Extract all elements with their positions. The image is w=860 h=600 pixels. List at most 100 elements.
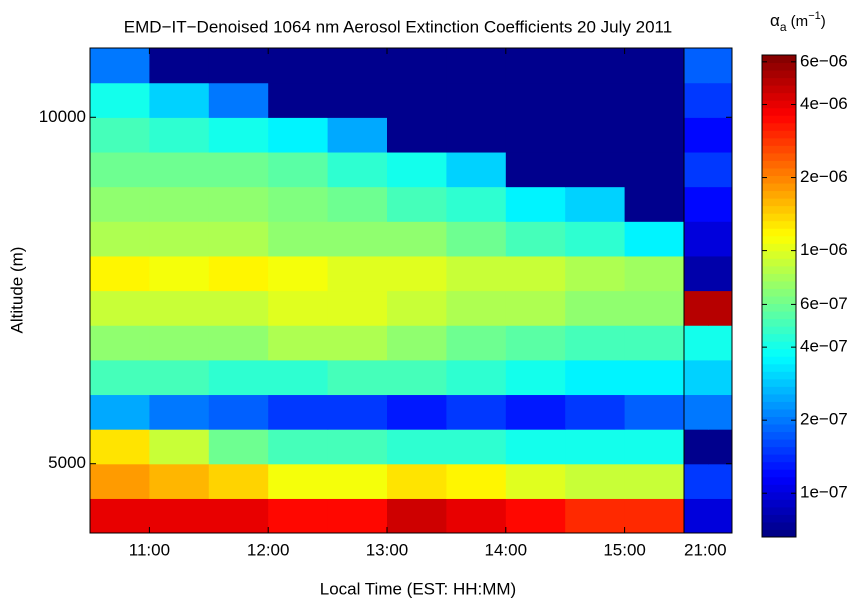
heatmap-cell <box>565 498 626 533</box>
heatmap-cell <box>708 255 732 292</box>
colorbar-swatch <box>762 469 796 478</box>
heatmap-cell <box>149 359 210 396</box>
panel <box>684 48 732 533</box>
heatmap-cell <box>446 186 507 222</box>
heatmap-cell <box>208 82 269 118</box>
heatmap-cell <box>505 394 566 430</box>
colorbar-swatch <box>762 198 796 207</box>
heatmap-cell <box>708 463 732 499</box>
heatmap-cell <box>268 429 329 465</box>
x-tick-label: 13:00 <box>366 540 409 559</box>
heatmap-cell <box>446 463 507 499</box>
heatmap-cell <box>565 151 626 188</box>
heatmap-cell <box>327 48 388 84</box>
heatmap-cell <box>708 117 732 153</box>
colorbar-swatch <box>762 521 796 530</box>
heatmap-cell <box>684 82 709 118</box>
heatmap-cell <box>565 463 626 499</box>
heatmap-cell <box>90 325 150 361</box>
heatmap-cell <box>565 429 626 465</box>
heatmap-cell <box>268 463 329 499</box>
colorbar-title-part: (m <box>787 13 809 30</box>
colorbar-swatch <box>762 499 796 508</box>
colorbar-swatch <box>762 265 796 274</box>
colorbar-swatch <box>762 401 796 410</box>
heatmap-cell <box>208 255 269 292</box>
heatmap-cell <box>387 498 447 533</box>
colorbar-swatch <box>762 454 796 463</box>
colorbar-tick-label: 1e−07 <box>800 483 848 502</box>
colorbar-tick-label: 4e−06 <box>800 94 848 113</box>
colorbar-swatch <box>762 371 796 380</box>
x-axis-label: Local Time (EST: HH:MM) <box>320 579 516 598</box>
colorbar-swatch <box>762 213 796 222</box>
y-axis-label: Altitude (m) <box>7 247 26 334</box>
colorbar-tick-label: 2e−06 <box>800 167 848 186</box>
heatmap-cell <box>208 359 269 396</box>
colorbar-title-part: α <box>770 11 780 30</box>
heatmap-cell <box>387 82 447 118</box>
x-tick-label: 12:00 <box>247 540 290 559</box>
colorbar-title-part: −1 <box>808 10 821 22</box>
colorbar-swatch <box>762 333 796 342</box>
colorbar-swatch <box>762 175 796 184</box>
heatmap-cell <box>708 186 732 222</box>
colorbar-swatch <box>762 77 796 86</box>
heatmap-cell <box>327 255 388 292</box>
heatmap-cell <box>387 325 447 361</box>
heatmap-cell <box>327 463 388 499</box>
heatmap-cell <box>446 429 507 465</box>
heatmap-cell <box>624 463 684 499</box>
heatmap-cell <box>446 498 507 533</box>
heatmap-cell <box>208 394 269 430</box>
heatmap-cell <box>505 359 566 396</box>
heatmap-cell <box>684 463 709 499</box>
heatmap-cell <box>387 221 447 257</box>
colorbar-swatch <box>762 341 796 350</box>
heatmap-cell <box>327 117 388 153</box>
colorbar-swatch <box>762 356 796 365</box>
heatmap-cell <box>268 290 329 326</box>
heatmap-cell <box>327 359 388 396</box>
colorbar-swatch <box>762 378 796 387</box>
colorbar-swatch <box>762 235 796 244</box>
heatmap-cell <box>387 359 447 396</box>
heatmap-cell <box>708 221 732 257</box>
heatmap-cell <box>565 82 626 118</box>
heatmap-cell <box>624 498 684 533</box>
heatmap-cell <box>505 429 566 465</box>
colorbar-swatch <box>762 228 796 237</box>
heatmap-cell <box>708 498 732 533</box>
colorbar-swatch <box>762 393 796 402</box>
colorbar-swatch <box>762 167 796 176</box>
heatmap-cell <box>684 186 709 222</box>
heatmap-cell <box>387 463 447 499</box>
heatmap-cell <box>387 151 447 188</box>
heatmap-cell <box>565 186 626 222</box>
colorbar-swatch <box>762 529 796 538</box>
colorbar-swatch <box>762 160 796 169</box>
heatmap-cell <box>387 255 447 292</box>
heatmap-cell <box>327 290 388 326</box>
heatmap-cell <box>565 394 626 430</box>
heatmap-cell <box>684 117 709 153</box>
heatmap-cell <box>268 325 329 361</box>
heatmap-cell <box>387 290 447 326</box>
x-tick-label: 21:00 <box>684 540 727 559</box>
colorbar-swatch <box>762 220 796 229</box>
heatmap-cell <box>149 82 210 118</box>
colorbar-swatch <box>762 62 796 71</box>
heatmap-cell <box>446 325 507 361</box>
heatmap-cell <box>446 82 507 118</box>
heatmap-cell <box>446 290 507 326</box>
heatmap-cell <box>565 290 626 326</box>
colorbar-tick-label: 1e−06 <box>800 240 848 259</box>
heatmap-cell <box>446 255 507 292</box>
heatmap-cell <box>505 48 566 84</box>
colorbar-swatch <box>762 92 796 101</box>
heatmap-cell <box>90 186 150 222</box>
heatmap-cell <box>387 429 447 465</box>
heatmap-cell <box>149 290 210 326</box>
heatmap-cell <box>149 255 210 292</box>
